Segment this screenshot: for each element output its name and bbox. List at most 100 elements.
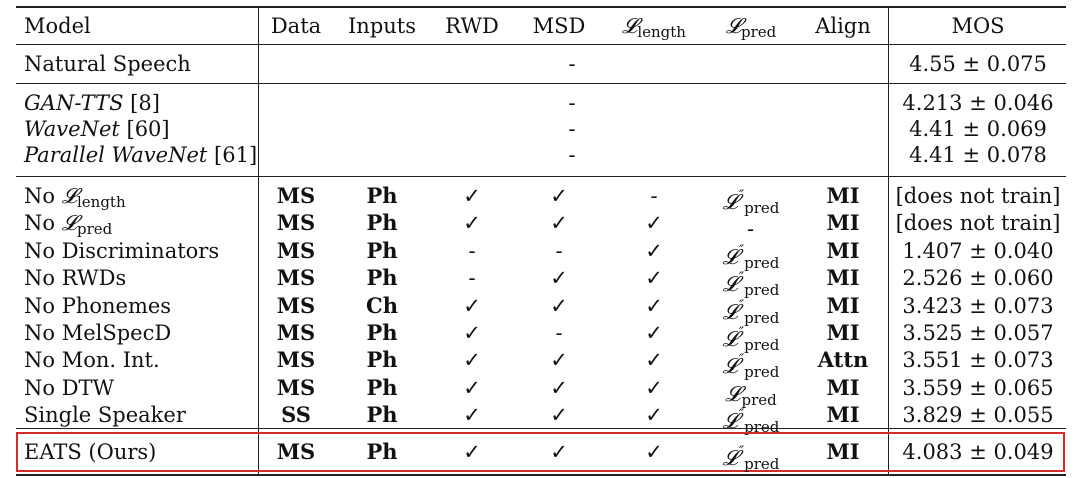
cell-inputs: Ph <box>366 402 398 427</box>
cell-mos: 1.407 ± 0.040 <box>902 239 1054 263</box>
model-name: Parallel WaveNet <box>24 143 208 167</box>
cell-mos: [does not train] <box>895 211 1061 235</box>
cell-msd: ✓ <box>550 266 568 290</box>
header-l-length-symbol: 𝓛 <box>622 14 638 38</box>
model-prefix: No <box>24 211 62 235</box>
cell-l-pred: 𝓛″pred <box>723 239 780 275</box>
cell-mos: 3.551 ± 0.073 <box>902 348 1054 372</box>
l-pred-symbol: 𝓛 <box>725 382 741 406</box>
header-l-length-sub: length <box>637 23 686 41</box>
cell-mos: 3.559 ± 0.065 <box>902 376 1054 400</box>
header-l-pred-symbol: 𝓛 <box>725 14 742 38</box>
cell-l-length: ✓ <box>645 348 663 372</box>
cell-inputs: Ph <box>366 183 398 208</box>
cell-model: Natural Speech <box>24 52 191 76</box>
cell-l-pred: 𝓛″pred <box>723 440 780 476</box>
cell-model: GAN-TTS [8] <box>24 91 160 115</box>
cell-msd: ✓ <box>550 403 568 427</box>
cell-model: No 𝓛pred <box>24 211 112 241</box>
l-pred-sup: ″ <box>738 270 745 286</box>
cell-dash: - <box>568 52 576 76</box>
highlight-box <box>16 432 1065 472</box>
cell-model: EATS (Ours) <box>24 440 157 464</box>
citation: [8] <box>130 91 160 115</box>
model-math: 𝓛 <box>61 211 77 235</box>
cell-dash: - <box>568 91 576 115</box>
cell-rwd: ✓ <box>463 321 481 345</box>
model-sub: pred <box>76 220 113 238</box>
cell-mos: 4.55 ± 0.075 <box>909 52 1047 76</box>
cell-l-length: ✓ <box>645 321 663 345</box>
l-pred-sub: pred <box>744 418 780 436</box>
cell-l-pred: - <box>747 211 755 247</box>
cell-l-length: ✓ <box>645 294 663 318</box>
l-pred-sub: pred <box>744 455 780 473</box>
model-prefix: No <box>24 184 62 208</box>
l-pred-sub: pred <box>744 336 780 354</box>
l-pred-symbol: 𝓛 <box>722 272 738 296</box>
cell-l-length: - <box>650 184 658 208</box>
cell-dash: - <box>568 117 576 141</box>
cell-align: Attn <box>817 347 869 372</box>
cell-l-length: ✓ <box>645 403 663 427</box>
cell-data: MS <box>276 210 316 235</box>
header-inputs: Inputs <box>347 14 417 38</box>
header-data: Data <box>270 14 322 38</box>
cell-mos: 3.423 ± 0.073 <box>902 294 1054 318</box>
cell-rwd: ✓ <box>463 440 481 464</box>
l-pred-sup: ″ <box>738 352 745 368</box>
cell-model: No Phonemes <box>24 294 172 318</box>
group2-rule <box>16 176 1066 178</box>
cell-data: SS <box>281 402 311 427</box>
cell-inputs: Ph <box>366 320 398 345</box>
cell-model: No Mon. Int. <box>24 348 160 372</box>
l-pred-symbol: 𝓛 <box>722 300 738 324</box>
cell-msd: - <box>555 239 563 263</box>
cell-rwd: ✓ <box>463 294 481 318</box>
l-pred-symbol: 𝓛 <box>722 409 738 433</box>
cell-inputs: Ph <box>366 439 398 464</box>
l-pred-sub: pred <box>744 199 780 217</box>
l-pred-sub: pred <box>741 391 777 409</box>
cell-inputs: Ph <box>366 347 398 372</box>
model-name: WaveNet <box>24 117 120 141</box>
l-pred-sup: ″ <box>738 325 745 341</box>
cell-align: MI <box>826 320 860 345</box>
l-pred-sup: ″ <box>738 298 745 314</box>
header-model: Model <box>24 14 91 38</box>
cell-l-pred: 𝓛″pred <box>723 321 780 357</box>
cell-mos: 4.083 ± 0.049 <box>902 440 1054 464</box>
cell-l-length: ✓ <box>645 376 663 400</box>
cell-model: No Discriminators <box>24 239 220 263</box>
cell-dash: - <box>568 143 576 167</box>
cell-l-pred: 𝓛″pred <box>723 348 780 384</box>
cell-mos: 4.41 ± 0.069 <box>909 117 1047 141</box>
cell-l-length: ✓ <box>645 440 663 464</box>
model-sub: length <box>76 193 126 211</box>
cell-l-length: ✓ <box>645 211 663 235</box>
model-name: GAN-TTS <box>24 91 124 115</box>
vsep-model <box>258 8 260 474</box>
cell-l-length: ✓ <box>645 266 663 290</box>
cell-model: No MelSpecD <box>24 321 172 345</box>
group1-rule <box>16 83 1066 85</box>
l-pred-sub: pred <box>744 363 780 381</box>
cell-rwd: - <box>468 266 476 290</box>
cell-l-pred: 𝓛″pred <box>723 403 780 439</box>
cell-msd: ✓ <box>550 211 568 235</box>
l-pred-sup: ″ <box>738 407 745 423</box>
top-rule <box>16 6 1066 8</box>
header-rwd: RWD <box>445 14 499 38</box>
cell-mos: 3.829 ± 0.055 <box>902 403 1054 427</box>
header-l-length: 𝓛length <box>622 14 686 44</box>
cell-msd: ✓ <box>550 440 568 464</box>
cell-inputs: Ph <box>366 238 398 263</box>
cell-inputs: Ph <box>366 265 398 290</box>
l-pred-sup: ″ <box>738 444 745 460</box>
cell-l-length: ✓ <box>645 239 663 263</box>
cell-align: MI <box>826 293 860 318</box>
cell-inputs: Ph <box>366 375 398 400</box>
cell-msd: - <box>555 321 563 345</box>
l-pred-symbol: - <box>746 217 755 241</box>
header-l-pred: 𝓛pred <box>726 14 777 44</box>
